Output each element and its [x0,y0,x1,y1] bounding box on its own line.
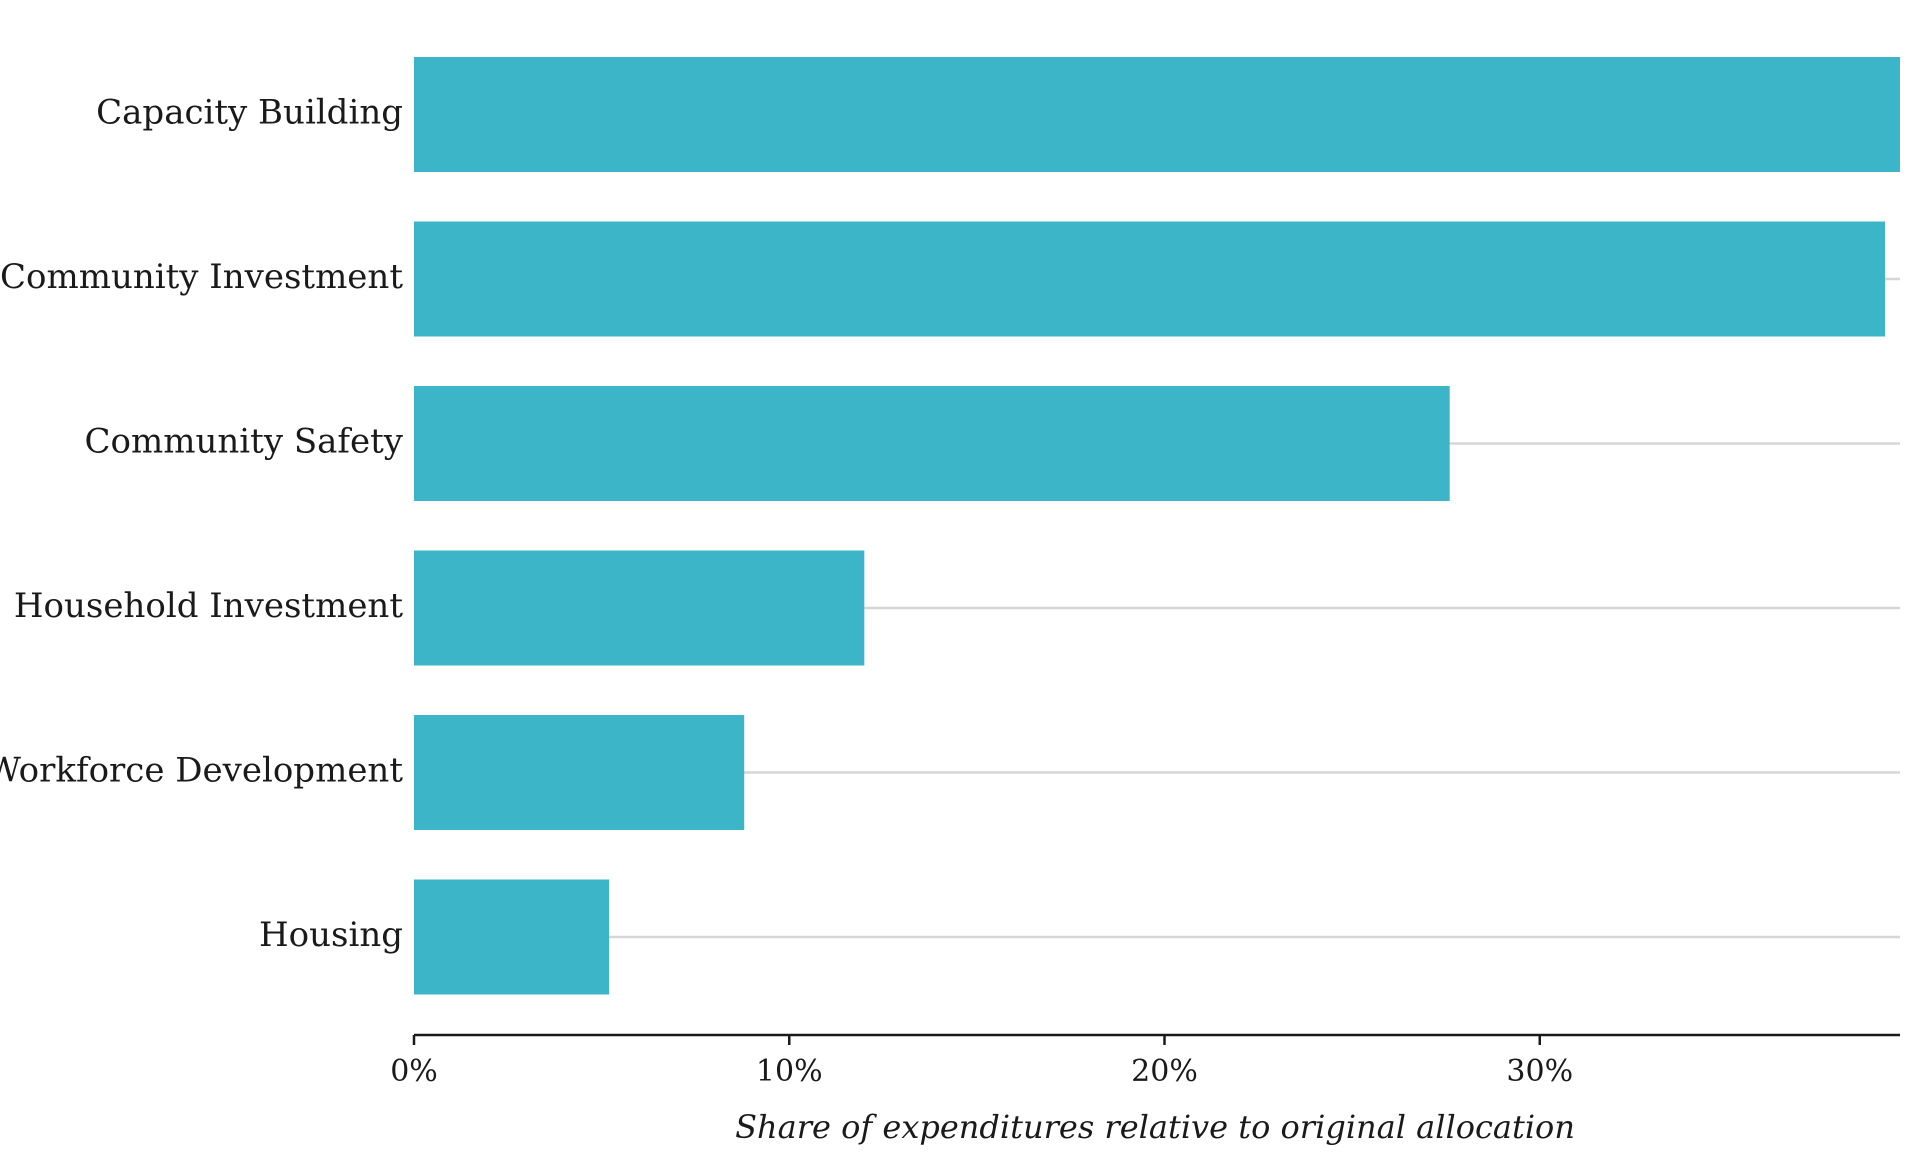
category-label: Household Investment [14,586,403,626]
category-label: Capacity Building [96,93,403,133]
x-tick-label: 30% [1506,1054,1573,1089]
bars [414,57,1900,995]
x-tick-label: 0% [390,1054,438,1089]
x-tick-label: 10% [756,1054,823,1089]
bar [414,57,1900,172]
x-axis-ticks: 0% 10% 20% 30% [390,1035,1573,1089]
bar [414,715,745,830]
category-label: Workforce Development [0,751,403,791]
x-axis-title: Share of expenditures relative to origin… [735,1108,1575,1146]
category-labels: Capacity Building Community Investment Com… [0,93,404,956]
x-tick-label: 20% [1131,1054,1198,1089]
bar [414,386,1450,501]
bar [414,879,610,995]
category-label: Community Safety [85,422,404,462]
bar [414,550,865,666]
category-label: Housing [259,915,403,955]
bar [414,221,1885,337]
category-label: Community Investment [0,257,403,297]
